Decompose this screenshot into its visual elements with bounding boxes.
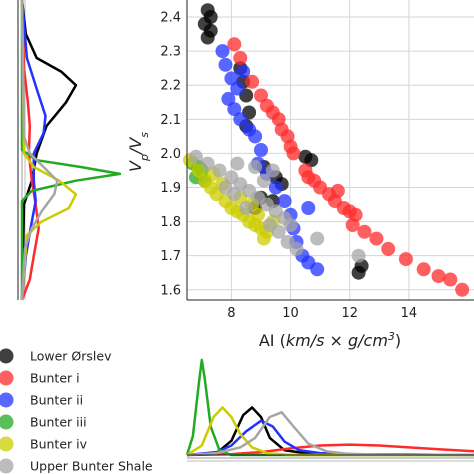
point-upper-bunter-shale [200,156,215,171]
legend-marker-lower-orslev [0,348,14,364]
point-bunter-ii [221,91,236,106]
point-upper-bunter-shale [212,163,227,178]
point-bunter-i [398,252,413,267]
left-kde-curves [20,0,122,301]
point-bunter-i [307,173,322,188]
point-bunter-ii [277,194,292,209]
scatter-points [183,3,470,297]
legend-label-bunter-i: Bunter i [30,371,80,386]
point-upper-bunter-shale [188,149,203,164]
point-upper-bunter-shale [310,231,325,246]
point-upper-bunter-shale [262,218,277,232]
legend-label-bunter-ii: Bunter ii [30,393,83,408]
legend-marker-upper-bunter-shale [0,458,14,474]
legend-label-bunter-iii: Bunter iii [30,415,87,430]
vpvs-distribution-panel [17,0,122,301]
legend-label-upper-bunter-shale: Upper Bunter Shale [30,459,153,474]
x-tick-label: 14 [401,306,418,321]
point-bunter-ii [301,201,316,215]
point-lower-orslev [200,30,215,45]
point-bunter-iv [251,207,265,222]
point-bunter-ii [254,143,268,157]
point-bunter-i [455,282,470,297]
point-bunter-ii [268,180,283,195]
legend-marker-bunter-iii [0,414,14,430]
point-upper-bunter-shale [230,156,245,171]
vpvs-kde-bunter-iii [20,0,122,300]
point-bunter-i [416,262,431,277]
point-bunter-i [265,105,280,120]
point-upper-bunter-shale [256,173,271,188]
bottom-kde-curves [185,358,474,457]
point-bunter-ii [236,64,251,79]
ai-kde-upper-bunter-shale [186,411,474,457]
point-bunter-ii [310,262,325,277]
point-upper-bunter-shale [248,160,263,174]
point-bunter-iv [256,231,271,246]
ai-kde-bunter-iv [186,406,474,457]
vpvs-kde-lower-orslev [20,0,78,301]
tick-labels: 8 10 12 14 1.6 1.7 1.8 1.9 2.0 2.1 2.2 2.3 2.4 [160,11,417,321]
x-axis-label: AI (km/s × g/cm3) [259,330,401,351]
point-bunter-ii [227,102,242,117]
y-tick-label: 1.8 [160,215,181,230]
y-tick-label: 2.0 [160,147,181,162]
point-bunter-i [245,74,260,89]
point-bunter-ii [215,44,230,59]
legend-marker-bunter-i [0,370,14,386]
scatter-panel: 8 10 12 14 1.6 1.7 1.8 1.9 2.0 2.1 2.2 2.3 2.4 AI (k… [126,0,474,350]
ai-kde-bunter-i [186,443,474,457]
y-tick-label: 2.1 [160,113,181,128]
point-bunter-i [345,218,360,232]
y-tick-label: 1.6 [160,283,181,298]
y-tick-label: 1.9 [160,181,181,196]
vpvs-kde-bunter-i [20,0,40,301]
point-bunter-i [254,88,268,103]
point-bunter-i [381,241,396,256]
point-bunter-i [443,272,458,287]
point-lower-orslev [351,265,366,280]
point-bunter-i [431,269,446,284]
y-tick-label: 2.3 [160,45,181,60]
ai-kde-bunter-iii [185,358,474,457]
vpvs-kde-upper-bunter-shale [20,0,59,301]
point-upper-bunter-shale [239,201,254,215]
legend-marker-bunter-ii [0,392,14,408]
point-bunter-ii [224,71,239,86]
y-tick-label: 2.2 [160,79,181,94]
y-tick-label: 2.4 [160,11,181,26]
point-bunter-i [330,183,345,198]
point-bunter-ii [248,129,263,144]
ai-kde-bunter-ii [186,419,474,457]
y-axis-label: Vp/Vs [126,132,151,172]
point-bunter-i [357,224,372,239]
legend-label-lower-orslev: Lower Ørslev [30,349,112,364]
point-upper-bunter-shale [265,163,280,178]
x-tick-label: 10 [282,306,299,321]
point-lower-orslev [304,153,319,168]
point-bunter-ii [233,112,248,127]
legend-marker-bunter-iv [0,436,14,452]
x-tick-label: 8 [227,306,235,321]
point-bunter-i [286,146,301,161]
point-upper-bunter-shale [351,248,366,263]
point-bunter-ii [230,81,245,96]
ai-distribution-panel [185,358,474,462]
point-bunter-i [233,51,248,65]
legend: Lower Ørslev Bunter i Bunter ii Bunter iii B… [0,349,153,474]
point-bunter-i [369,231,384,246]
point-upper-bunter-shale [218,180,233,195]
point-bunter-i [227,37,242,52]
x-tick-label: 12 [341,306,358,321]
y-tick-label: 1.7 [160,249,181,264]
point-upper-bunter-shale [289,241,304,256]
point-upper-bunter-shale [283,218,298,232]
legend-label-bunter-iv: Bunter iv [30,437,88,452]
point-bunter-ii [218,57,233,72]
